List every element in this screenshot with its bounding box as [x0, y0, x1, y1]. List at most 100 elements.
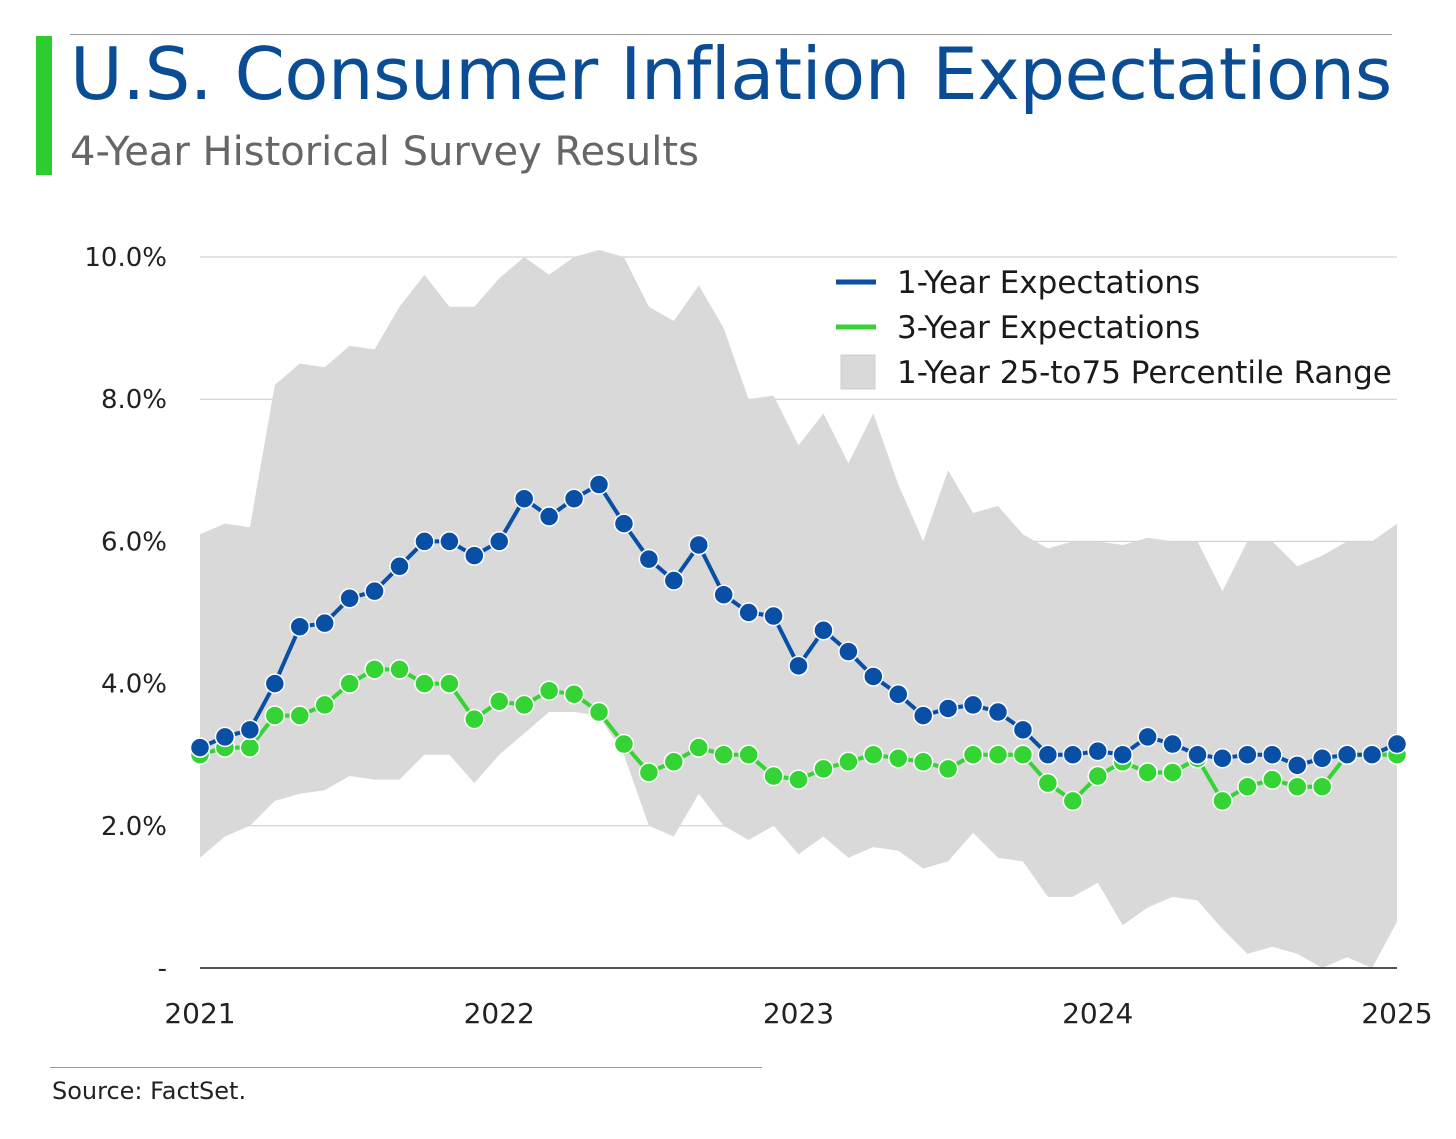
legend-swatch [840, 354, 876, 390]
data-point [788, 655, 809, 677]
data-point [863, 666, 884, 687]
data-point [937, 698, 959, 719]
x-axis-tick-labels: 2021 2022 2023 2024 2025 [164, 997, 1432, 1030]
data-point [364, 659, 385, 680]
data-point [663, 751, 685, 773]
data-point [713, 584, 734, 605]
data-point [1137, 726, 1158, 748]
data-point [239, 719, 261, 741]
top-rule [70, 34, 1392, 35]
data-point [1212, 790, 1233, 812]
title-accent-bar [36, 36, 52, 175]
data-point [1037, 744, 1059, 765]
data-point [1087, 740, 1108, 762]
data-point [563, 684, 585, 705]
data-point [339, 588, 360, 609]
data-point [289, 616, 310, 637]
data-point [962, 694, 984, 716]
data-point [314, 612, 335, 634]
y-tick-label: 4.0% [101, 670, 167, 700]
data-point [538, 506, 560, 527]
data-point [863, 744, 884, 765]
data-point [364, 580, 385, 602]
data-point [1037, 772, 1059, 794]
data-point [1087, 765, 1108, 787]
percentile-range-band [200, 249, 1397, 968]
data-point [763, 605, 784, 627]
data-point [414, 673, 435, 694]
data-point [189, 737, 211, 758]
percentile-range-area [200, 249, 1397, 968]
data-point [1237, 776, 1258, 797]
data-point [464, 545, 485, 566]
data-point [1062, 744, 1084, 765]
x-tick-label: 2021 [164, 997, 235, 1030]
series-1-year [189, 474, 1408, 776]
y-axis-tick-labels: - 2.0% 4.0% 6.0% 8.0% 10.0% [84, 243, 167, 984]
data-point [613, 733, 635, 755]
data-point [838, 751, 859, 773]
source-rule [50, 1067, 762, 1068]
data-point [1212, 748, 1233, 769]
legend-label: 3-Year Expectations [897, 310, 1200, 346]
data-point [239, 737, 261, 758]
data-point [663, 570, 685, 591]
legend-label: 1-Year 25-to75 Percentile Range [897, 355, 1392, 391]
data-point [813, 758, 834, 780]
data-point [389, 556, 410, 577]
data-point [314, 694, 335, 716]
data-point [489, 691, 510, 712]
data-point [688, 534, 709, 556]
data-point [489, 531, 510, 552]
data-point [713, 744, 734, 765]
data-point [439, 673, 460, 694]
data-point [1262, 769, 1283, 790]
y-tick-label: - [158, 954, 167, 984]
data-point [439, 531, 460, 552]
data-point [788, 769, 809, 790]
data-point [937, 758, 959, 780]
data-point [389, 659, 410, 680]
data-point [1062, 790, 1084, 812]
data-point [414, 531, 435, 552]
data-point [264, 673, 286, 694]
data-point [1012, 719, 1034, 741]
data-point [1262, 744, 1283, 765]
data-point [738, 744, 759, 765]
data-point [264, 705, 286, 726]
data-point [1336, 744, 1358, 765]
data-point [613, 513, 635, 534]
data-point [838, 641, 859, 662]
data-point [339, 673, 360, 694]
data-point [1287, 776, 1308, 797]
x-tick-label: 2024 [1062, 997, 1133, 1030]
y-tick-label: 2.0% [101, 812, 167, 842]
legend-label: 1-Year Expectations [897, 265, 1200, 301]
data-point [1112, 744, 1133, 765]
chart-title: U.S. Consumer Inflation Expectations [70, 32, 1392, 116]
x-tick-label: 2025 [1361, 997, 1432, 1030]
data-point [987, 701, 1009, 723]
data-point [538, 680, 560, 701]
data-point [1237, 744, 1258, 765]
legend: 1-Year Expectations 3-Year Expectations 1-… [836, 265, 1392, 391]
data-point [1137, 762, 1158, 783]
data-point [1287, 755, 1308, 776]
data-point [1361, 744, 1383, 765]
data-point [888, 684, 909, 705]
y-tick-label: 6.0% [101, 527, 167, 557]
chart-subtitle: 4-Year Historical Survey Results [70, 129, 699, 175]
data-point [1162, 733, 1183, 755]
data-point [738, 602, 759, 623]
data-point [638, 548, 660, 570]
data-point [1386, 733, 1408, 755]
x-tick-label: 2022 [464, 997, 535, 1030]
data-point [588, 474, 610, 495]
data-point [214, 726, 236, 748]
data-point [962, 744, 984, 765]
data-point [688, 737, 709, 758]
data-point [1012, 744, 1034, 765]
data-point [1162, 762, 1183, 783]
data-point [912, 751, 934, 773]
